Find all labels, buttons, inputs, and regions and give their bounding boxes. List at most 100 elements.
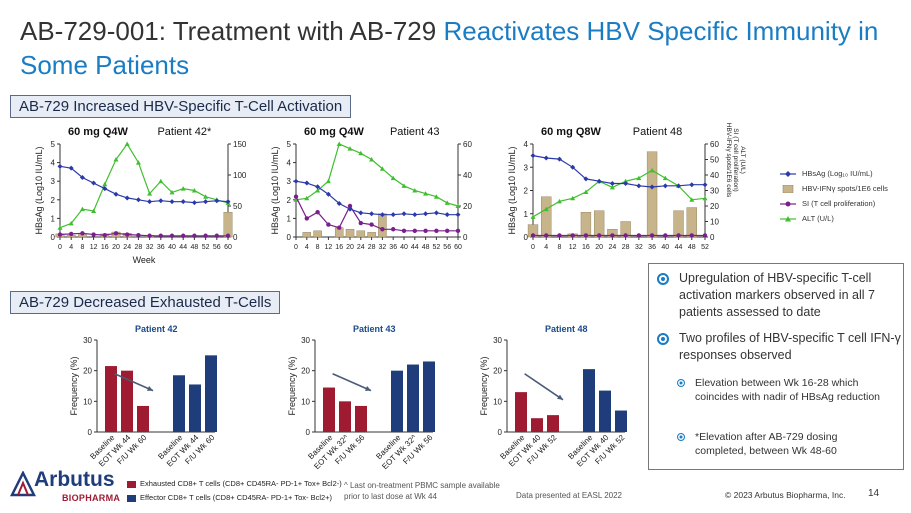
hbsag-point xyxy=(315,184,321,190)
si-point xyxy=(676,233,681,238)
y2-tick-label: 0 xyxy=(233,233,238,242)
bullet-upregulation-text: Upregulation of HBV-specific T-cell acti… xyxy=(679,271,875,319)
x-tick-label: 24 xyxy=(357,244,365,251)
si-point xyxy=(203,233,208,238)
hbsag-point xyxy=(304,180,310,186)
ifn-bar xyxy=(367,232,376,238)
alt-point xyxy=(583,189,589,195)
trend-arrow-shaft xyxy=(524,373,564,401)
page-title: AB-729-001: Treatment with AB-729 Reacti… xyxy=(20,14,880,82)
legend-ifn-label: HBV-IFNγ spots/1E6 cells xyxy=(802,184,888,193)
alt-point xyxy=(390,175,396,181)
x-tick-label: 16 xyxy=(335,244,343,251)
effector-bar xyxy=(407,364,419,432)
chart-dose-label: 60 mg Q8W xyxy=(541,126,602,138)
bullet-icon xyxy=(657,333,669,345)
y-axis-label: HBsAg (Log10 IU/mL) xyxy=(34,146,44,234)
subbullet-elevation-16-28-text: Elevation between Wk 16-28 which coincid… xyxy=(695,377,881,403)
copyright: © 2023 Arbutus Biopharma, Inc. xyxy=(725,490,846,500)
si-point xyxy=(169,233,175,238)
hbsag-point xyxy=(214,198,220,204)
trend-arrow-shaft xyxy=(332,373,372,392)
si-point xyxy=(225,233,231,238)
subbullet-icon xyxy=(677,433,685,441)
alt-line xyxy=(532,169,706,218)
y2-tick-label: 60 xyxy=(710,140,719,149)
si-line xyxy=(295,196,458,232)
legend-hbsag-symbol xyxy=(780,171,796,178)
bullet-icon xyxy=(657,273,669,285)
footnote: ^ Last on-treatment PBMC sample availabl… xyxy=(344,481,500,501)
bar-chart-title: Patient 42 xyxy=(135,324,178,334)
hbsag-point xyxy=(358,210,364,216)
si-point xyxy=(380,227,385,232)
x-tick-label: 32 xyxy=(635,244,643,251)
ifn-bar xyxy=(302,232,312,238)
y-tick-label: 0 xyxy=(498,428,503,437)
hbsag-point xyxy=(649,184,655,190)
exhausted-bar xyxy=(339,401,351,432)
x-tick-label: 52 xyxy=(701,244,709,251)
exhausted-bar xyxy=(355,405,367,432)
x-tick-label: 36 xyxy=(648,244,656,251)
title-part2: Reactivates HBV Specific Immunity in Som… xyxy=(20,16,879,80)
y-tick-label: 2 xyxy=(287,196,292,205)
chart-patient-label: Patient 48 xyxy=(633,126,683,138)
alt-point xyxy=(570,195,576,201)
y-tick-label: 1 xyxy=(51,214,56,223)
si-point xyxy=(412,228,417,233)
exhausted-bar xyxy=(137,405,149,432)
si-point xyxy=(358,220,363,226)
x-tick-label: 32 xyxy=(146,244,154,251)
legend-hbsag: HBsAg (Log₁₀ IU/mL) xyxy=(780,169,873,178)
ifn-bar xyxy=(593,210,605,238)
alt-point xyxy=(347,146,353,151)
alt-line xyxy=(295,143,459,207)
y-tick-label: 10 xyxy=(301,397,310,406)
alt-point xyxy=(113,157,119,162)
x-tick-label: 24 xyxy=(608,244,616,251)
x-tick-label: 4 xyxy=(544,244,548,251)
hbsag-point xyxy=(455,212,461,218)
alt-point xyxy=(543,206,549,212)
y-tick-label: 4 xyxy=(287,159,292,168)
alt-point xyxy=(304,195,310,201)
x-tick-label: 48 xyxy=(688,244,696,251)
hbsag-point xyxy=(102,186,108,192)
logo-mark-icon xyxy=(10,471,36,497)
hbsag-point xyxy=(444,212,450,218)
alt-point xyxy=(293,197,299,202)
x-tick-label: 40 xyxy=(661,244,669,251)
y2-tick-label: 0 xyxy=(710,233,715,242)
hbsag-point xyxy=(293,178,299,184)
x-tick-label: 0 xyxy=(294,244,298,251)
y-tick-label: 3 xyxy=(287,177,292,186)
trend-arrow-shaft xyxy=(114,373,154,392)
y2-tick-label: 20 xyxy=(710,202,719,211)
trend-arrow-head xyxy=(365,386,371,391)
hbsag-point xyxy=(662,183,668,189)
si-point xyxy=(530,233,536,238)
y-tick-label: 1 xyxy=(287,214,292,223)
y2-tick-label: 10 xyxy=(710,218,719,227)
alt-point xyxy=(444,200,450,205)
ifn-bar xyxy=(345,229,355,238)
alt-point xyxy=(68,220,74,226)
y-tick-label: 5 xyxy=(287,140,292,149)
y-tick-label: 0 xyxy=(287,233,292,242)
y2-tick-label: 50 xyxy=(233,202,242,211)
si-point xyxy=(69,231,74,237)
y-axis-label: Frequency (%) xyxy=(287,356,297,415)
x-tick-label: 4 xyxy=(305,244,309,251)
hbsag-point xyxy=(530,153,536,159)
presented-note: Data presented at EASL 2022 xyxy=(516,491,622,500)
legend-effector: Effector CD8+ T cells (CD8+ CD45RA- PD-1… xyxy=(127,493,332,502)
hbsag-point xyxy=(596,178,602,184)
legend-alt: ALT (U/L) xyxy=(780,214,834,223)
alt-point xyxy=(102,181,108,187)
hbsag-point xyxy=(401,211,407,217)
x-tick-label: 40 xyxy=(168,244,176,251)
exhausted-bar xyxy=(531,418,543,432)
